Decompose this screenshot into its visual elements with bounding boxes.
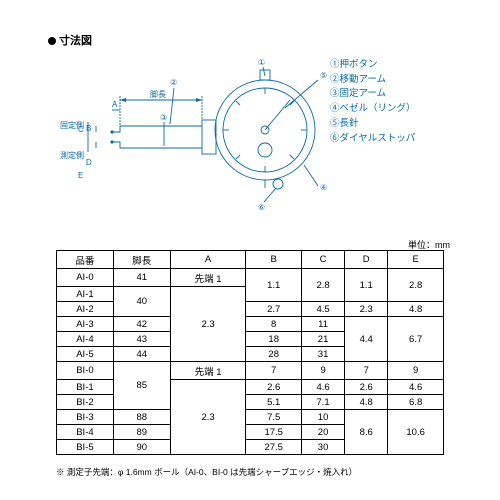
label-fixed: 固定側 <box>60 120 84 130</box>
table-row: AI-0 41 先端 1 1.1 2.8 1.1 2.8 <box>57 269 444 287</box>
col-c: C <box>302 251 345 269</box>
legend-3: ③固定アーム <box>330 87 416 102</box>
table-row: AI-3 42 8 11 4.4 6.7 <box>57 317 444 332</box>
table-row: BI-3 88 7.5 10 8.6 10.6 <box>57 410 444 425</box>
legend-1: ①押ボタン <box>330 58 416 73</box>
legend-6: ⑥ダイヤルストッパ <box>330 132 416 147</box>
label-d: D <box>86 158 92 167</box>
section-header: 寸法図 <box>48 32 92 48</box>
callout-2: ② <box>170 78 177 87</box>
legend-2: ②移動アーム <box>330 73 416 88</box>
callout-4: ④ <box>320 183 327 192</box>
bullet-icon <box>48 37 56 45</box>
col-leg: 脚長 <box>113 251 170 269</box>
header-text: 寸法図 <box>59 35 92 47</box>
callout-5: ⑤ <box>320 71 327 80</box>
legend-5: ⑤長針 <box>330 117 416 132</box>
spec-table: 品番 脚長 A B C D E AI-0 41 先端 1 1.1 2.8 1.1… <box>56 250 444 455</box>
col-pn: 品番 <box>57 251 114 269</box>
callout-legend: ①押ボタン ②移動アーム ③固定アーム ④ベゼル（リング） ⑤長針 ⑥ダイヤルス… <box>330 58 416 146</box>
col-a: A <box>170 251 246 269</box>
table-row: BI-0 85 先端 1 7 9 7 9 <box>57 362 444 380</box>
legend-4: ④ベゼル（リング） <box>330 102 416 117</box>
label-b: B <box>86 124 91 133</box>
callout-6: ⑥ <box>258 203 265 212</box>
table-header-row: 品番 脚長 A B C D E <box>57 251 444 269</box>
callout-1: ① <box>258 58 265 67</box>
col-d: D <box>345 251 388 269</box>
label-a: A <box>112 100 118 109</box>
label-leglen: 脚長 <box>150 89 166 99</box>
label-meas: 測定側 <box>60 150 84 160</box>
footnote: ※ 測定子先端：φ 1.6mm ボール（AI-0、BI-0 は先端シャープエッジ… <box>56 466 357 478</box>
col-b: B <box>246 251 302 269</box>
callout-3: ③ <box>160 113 167 122</box>
label-e: E <box>78 171 83 180</box>
col-e: E <box>388 251 444 269</box>
